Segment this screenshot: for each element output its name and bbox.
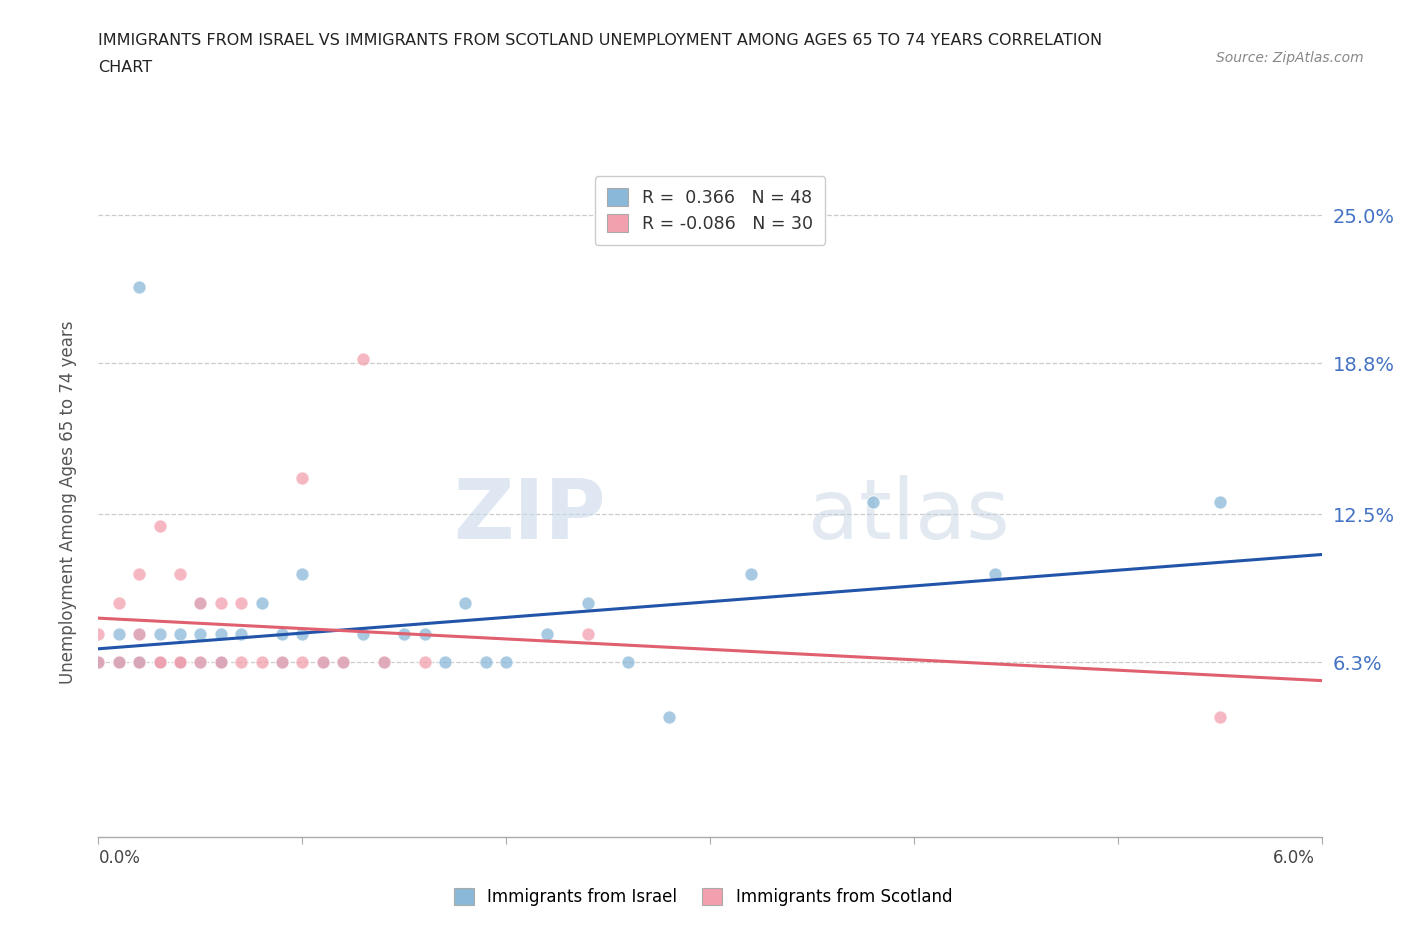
Point (188, 655, 212, 670)
Point (209, 595, 232, 610)
Point (291, 626, 314, 641)
Point (209, 655, 232, 670)
Point (433, 655, 456, 670)
Point (291, 471, 314, 485)
Point (474, 655, 498, 670)
Point (149, 655, 172, 670)
Point (87, 626, 110, 641)
Point (149, 655, 172, 670)
Text: ZIP: ZIP (454, 475, 606, 556)
Point (373, 655, 395, 670)
Point (291, 566, 314, 581)
Text: IMMIGRANTS FROM ISRAEL VS IMMIGRANTS FROM SCOTLAND UNEMPLOYMENT AMONG AGES 65 TO: IMMIGRANTS FROM ISRAEL VS IMMIGRANTS FRO… (98, 33, 1102, 47)
Point (231, 655, 253, 670)
Point (169, 566, 191, 581)
Y-axis label: Unemployment Among Ages 65 to 74 years: Unemployment Among Ages 65 to 74 years (59, 321, 77, 684)
Point (169, 655, 191, 670)
Point (188, 595, 212, 610)
Point (169, 626, 191, 641)
Point (373, 655, 395, 670)
Point (149, 626, 172, 641)
Point (392, 626, 416, 641)
Point (149, 655, 172, 670)
Point (209, 655, 232, 670)
Point (209, 626, 232, 641)
Point (108, 655, 131, 670)
Point (576, 595, 599, 610)
Point (149, 519, 172, 534)
Point (87, 655, 110, 670)
Point (576, 626, 599, 641)
Point (188, 655, 212, 670)
Point (87, 655, 110, 670)
Point (454, 595, 477, 610)
Point (270, 655, 292, 670)
Point (188, 595, 212, 610)
Point (169, 655, 191, 670)
Point (270, 626, 292, 641)
Point (128, 566, 150, 581)
Point (740, 566, 762, 581)
Point (352, 352, 374, 366)
Legend: R =  0.366   N = 48, R = -0.086   N = 30: R = 0.366 N = 48, R = -0.086 N = 30 (595, 176, 825, 245)
Point (291, 655, 314, 670)
Point (108, 655, 131, 670)
Point (250, 655, 273, 670)
Point (658, 710, 681, 724)
Legend: Immigrants from Israel, Immigrants from Scotland: Immigrants from Israel, Immigrants from … (447, 881, 959, 912)
Point (332, 655, 354, 670)
Point (149, 655, 172, 670)
Point (352, 626, 374, 641)
Point (495, 655, 517, 670)
Point (984, 566, 1007, 581)
Point (108, 626, 131, 641)
Point (188, 626, 212, 641)
Point (231, 595, 253, 610)
Point (149, 655, 172, 670)
Point (128, 655, 150, 670)
Point (332, 655, 354, 670)
Point (128, 655, 150, 670)
Point (413, 655, 436, 670)
Point (128, 626, 150, 641)
Point (862, 495, 884, 510)
Text: atlas: atlas (808, 475, 1010, 556)
Point (169, 655, 191, 670)
Point (108, 655, 131, 670)
Text: 6.0%: 6.0% (1272, 849, 1315, 867)
Point (536, 626, 558, 641)
Point (87, 655, 110, 670)
Text: CHART: CHART (98, 60, 152, 75)
Point (413, 626, 436, 641)
Point (149, 655, 172, 670)
Point (1208, 495, 1232, 510)
Point (128, 280, 150, 295)
Point (1208, 710, 1232, 724)
Point (617, 655, 640, 670)
Text: Source: ZipAtlas.com: Source: ZipAtlas.com (1216, 51, 1364, 65)
Point (250, 595, 273, 610)
Point (209, 655, 232, 670)
Point (311, 655, 335, 670)
Point (128, 655, 150, 670)
Point (128, 655, 150, 670)
Point (270, 655, 292, 670)
Point (169, 655, 191, 670)
Point (311, 655, 335, 670)
Point (108, 595, 131, 610)
Point (231, 626, 253, 641)
Point (128, 626, 150, 641)
Text: 0.0%: 0.0% (98, 849, 141, 867)
